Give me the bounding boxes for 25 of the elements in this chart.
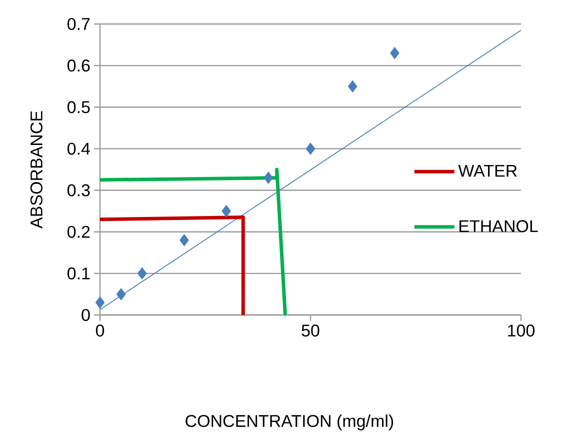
y-tick-label: 0.2: [68, 226, 90, 238]
y-tick-label: 0.3: [68, 184, 90, 196]
point: [390, 46, 400, 60]
x-axis-title: CONCENTRATION (mg/ml): [186, 414, 394, 430]
legend-label: WATER: [458, 164, 517, 177]
x-tick-label: 0: [96, 324, 104, 337]
y-tick-label: 0.6: [68, 60, 90, 72]
point: [180, 234, 189, 246]
point: [222, 204, 232, 218]
y-tick-label: 0.5: [68, 101, 90, 114]
x-tick-label: 100: [508, 324, 535, 337]
y-axis-title: ABSORBANCE: [30, 111, 42, 229]
line-series: [98, 168, 287, 317]
x-tick-label: 50: [302, 324, 320, 337]
point: [95, 296, 105, 309]
legend-label: ETHANOL: [460, 220, 538, 232]
point: [306, 142, 316, 155]
y-tick-label: 0.1: [68, 267, 90, 280]
point: [264, 172, 274, 184]
y-tick-label: 0.7: [68, 18, 90, 30]
point: [137, 267, 147, 280]
y-tick-label: 0.4: [68, 142, 90, 155]
y-tick-label: 0: [82, 308, 90, 322]
point: [116, 288, 126, 300]
point: [348, 80, 358, 93]
